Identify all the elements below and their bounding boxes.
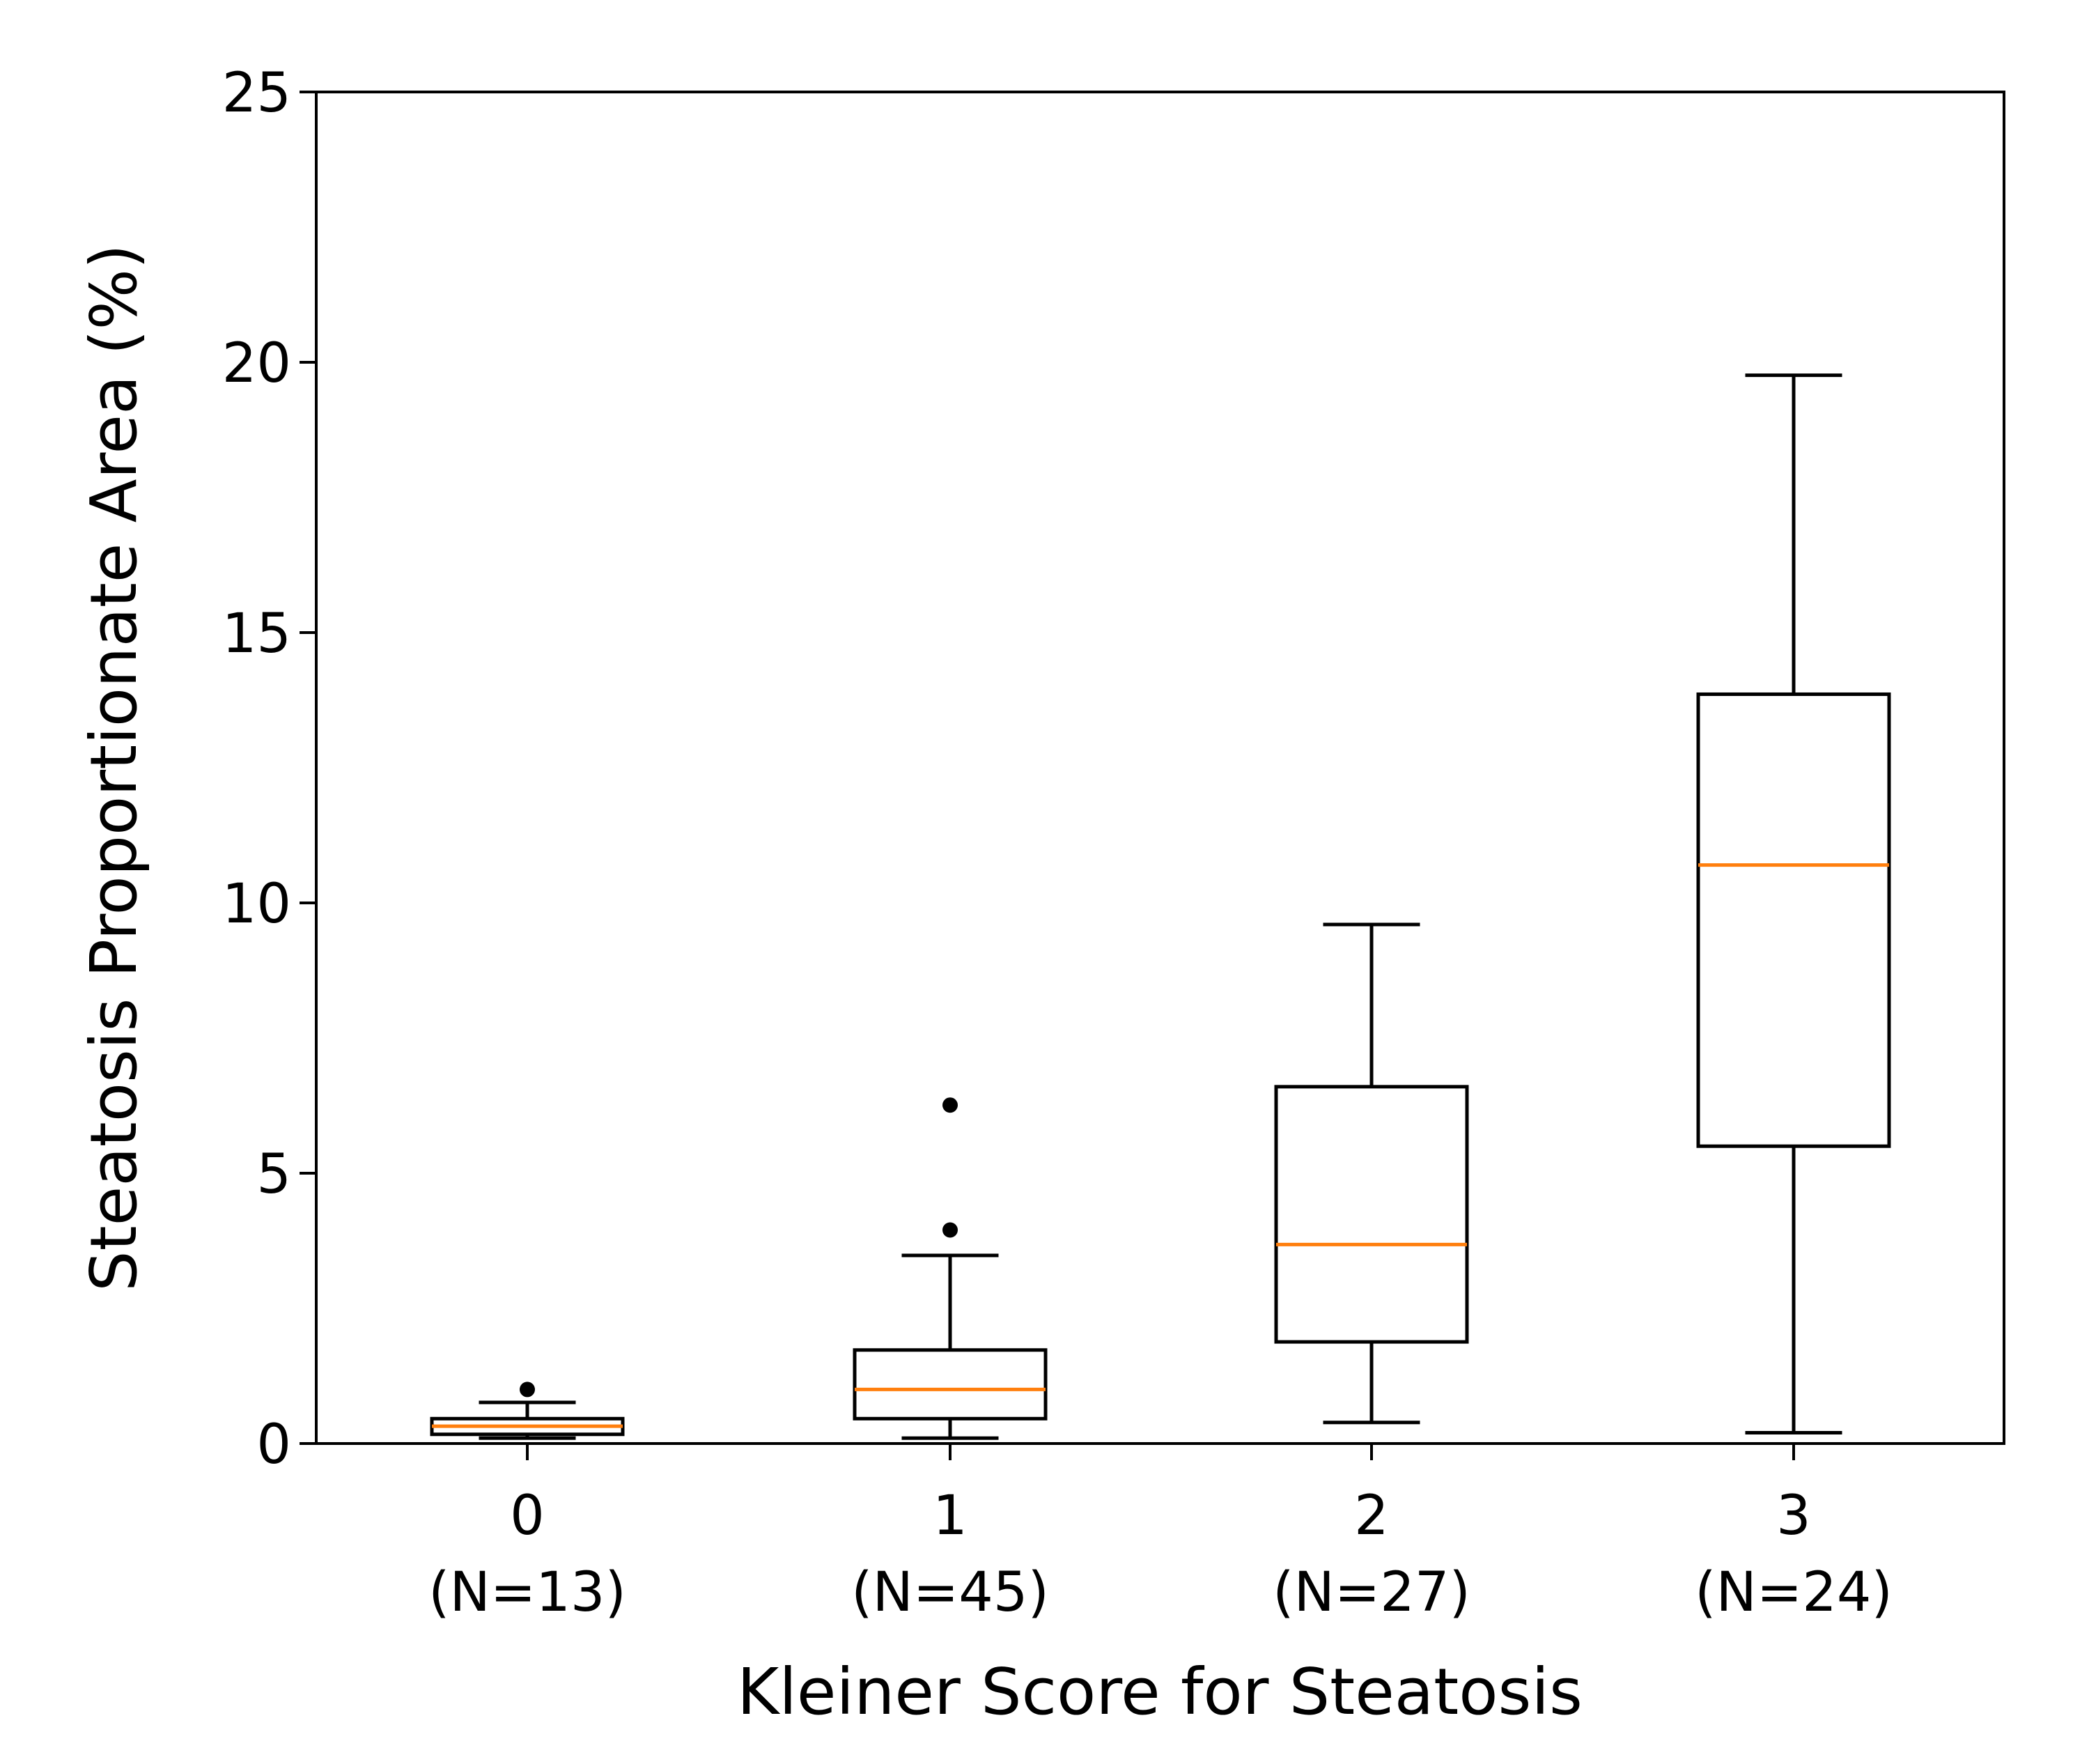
box [1696,692,1891,1148]
x-tick-count-label: (N=27) [1273,1561,1470,1624]
plot-frame [315,91,2005,1445]
x-tick-label: 0 [510,1485,545,1547]
x-tick-label: 2 [1354,1485,1389,1547]
y-tick-label: 0 [256,1414,291,1476]
y-tick-label: 25 [222,62,291,125]
box [1274,1085,1469,1344]
outlier-point [520,1382,535,1398]
x-tick-count-label: (N=13) [428,1561,626,1624]
outlier-point [942,1222,958,1238]
y-tick-label: 20 [222,332,291,395]
x-axis-label: Kleiner Score for Steatosis [737,1655,1583,1729]
outlier-point [942,1097,958,1113]
y-tick-label: 15 [222,603,291,665]
x-tick-count-label: (N=24) [1695,1561,1893,1624]
x-tick-count-label: (N=45) [851,1561,1049,1624]
x-tick-label: 3 [1776,1485,1811,1547]
box [853,1348,1048,1421]
y-tick-label: 10 [222,873,291,936]
x-tick-label: 1 [933,1485,968,1547]
y-axis-label: Steatosis Proportionate Area (%) [77,244,151,1292]
y-tick-label: 5 [256,1143,291,1206]
